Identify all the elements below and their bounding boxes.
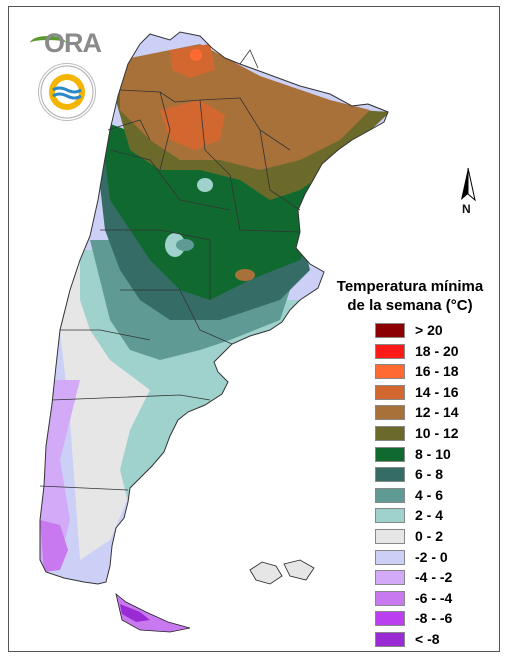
smn-logo-icon (38, 63, 96, 121)
legend-title-line-1: Temperatura mínima (336, 278, 484, 295)
legend-label: < -8 (415, 630, 440, 647)
north-label: N (462, 202, 471, 216)
legend-item: 10 - 12 (330, 424, 500, 445)
legend-label: 2 - 4 (415, 507, 444, 524)
legend-label: > 20 (415, 322, 443, 338)
legend-item: -2 - 0 (330, 548, 500, 569)
legend-label: 8 - 10 (415, 445, 451, 462)
ora-logo-icon (30, 36, 66, 50)
legend-label: 10 - 12 (415, 424, 459, 441)
legend-title: Temperatura mínima de la semana (°C) (330, 277, 490, 315)
legend-swatch (375, 549, 405, 565)
legend-title-line-2: de la semana (°C) (347, 297, 473, 314)
malvinas-islands (249, 559, 315, 585)
legend-item: > 20 (330, 321, 500, 342)
legend-item: 16 - 18 (330, 362, 500, 383)
legend-item: -8 - -6 (330, 609, 500, 630)
legend-swatch (375, 631, 405, 647)
legend-label: 4 - 6 (415, 486, 444, 503)
legend-label: -2 - 0 (415, 548, 448, 565)
legend-label: 14 - 16 (415, 383, 459, 400)
ora-logo-text: ORA (44, 28, 102, 58)
legend-label: 12 - 14 (415, 404, 459, 421)
legend-swatch (375, 384, 405, 400)
legend-list: > 20 18 - 20 16 - 18 14 - 16 12 - 14 10 - 12 8… (330, 321, 500, 651)
legend-swatch (375, 590, 405, 606)
legend-item: 18 - 20 (330, 342, 500, 363)
legend-label: 0 - 2 (415, 527, 444, 544)
legend-item: 8 - 10 (330, 445, 500, 466)
legend-label: -6 - -4 (415, 589, 453, 606)
legend-item: 2 - 4 (330, 506, 500, 527)
legend-label: 6 - 8 (415, 466, 444, 483)
legend-item: 14 - 16 (330, 383, 500, 404)
legend-swatch (375, 425, 405, 441)
legend: Temperatura mínima de la semana (°C) > 2… (330, 277, 500, 651)
legend-swatch (375, 508, 405, 524)
legend-swatch (375, 446, 405, 462)
legend-item: 6 - 8 (330, 465, 500, 486)
legend-swatch (375, 570, 405, 586)
legend-item: 0 - 2 (330, 527, 500, 548)
legend-swatch (375, 343, 405, 359)
legend-swatch (375, 467, 405, 483)
legend-item: < -8 (330, 630, 500, 651)
legend-label: 16 - 18 (415, 363, 459, 380)
legend-item: 4 - 6 (330, 486, 500, 507)
legend-swatch (375, 528, 405, 544)
legend-swatch (375, 487, 405, 503)
legend-label: -4 - -2 (415, 569, 453, 586)
north-east-border (351, 103, 389, 113)
legend-item: -6 - -4 (330, 589, 500, 610)
legend-swatch (375, 323, 405, 338)
legend-label: -8 - -6 (415, 610, 453, 627)
legend-item: 12 - 14 (330, 403, 500, 424)
legend-swatch (375, 364, 405, 380)
legend-swatch (375, 611, 405, 627)
north-arrow-icon (453, 166, 483, 218)
legend-item: -4 - -2 (330, 568, 500, 589)
legend-swatch (375, 405, 405, 421)
legend-label: 18 - 20 (415, 342, 459, 359)
tierra-del-fuego (115, 592, 191, 633)
